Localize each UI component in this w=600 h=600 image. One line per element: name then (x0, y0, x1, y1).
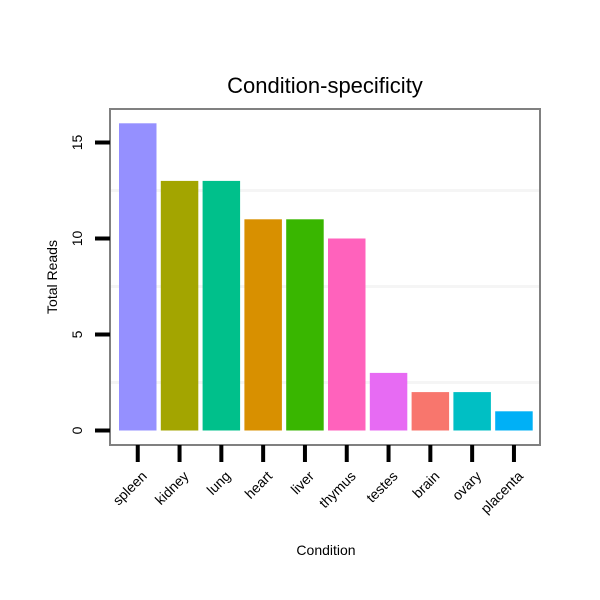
y-tick-label: 10 (69, 231, 85, 247)
bar-ovary (453, 392, 491, 431)
x-tick-label-placenta: placenta (477, 468, 526, 517)
x-tick-label-kidney: kidney (152, 468, 192, 508)
bar-kidney (160, 180, 199, 431)
x-tick-label-ovary: ovary (449, 468, 485, 504)
bars (119, 123, 533, 431)
bar-testes (369, 372, 408, 431)
x-tick-label-liver: liver (288, 468, 318, 498)
bar-lung (202, 180, 241, 431)
x-tick-label-spleen: spleen (109, 468, 149, 508)
y-tick-label: 5 (69, 330, 85, 338)
bar-placenta (495, 411, 533, 431)
plot-panel-border (109, 108, 541, 446)
x-tick-label-heart: heart (241, 468, 275, 502)
chart-title: Condition-specificity (227, 73, 423, 98)
y-tick-label: 0 (69, 426, 85, 434)
bar-spleen (119, 123, 157, 431)
x-tick-label-testes: testes (363, 468, 401, 506)
x-tick-label-thymus: thymus (316, 468, 359, 511)
x-tick-label-lung: lung (203, 468, 233, 498)
y-axis: 0 5 10 15 (69, 135, 110, 434)
bar-heart (244, 219, 282, 431)
x-tick-label-brain: brain (409, 468, 442, 501)
bar-brain (411, 392, 450, 431)
y-axis-label: Total Reads (44, 240, 60, 314)
bar-thymus (328, 238, 366, 431)
bar-liver (286, 219, 324, 431)
y-tick-label: 15 (69, 135, 85, 151)
x-axis-label: Condition (296, 542, 355, 558)
